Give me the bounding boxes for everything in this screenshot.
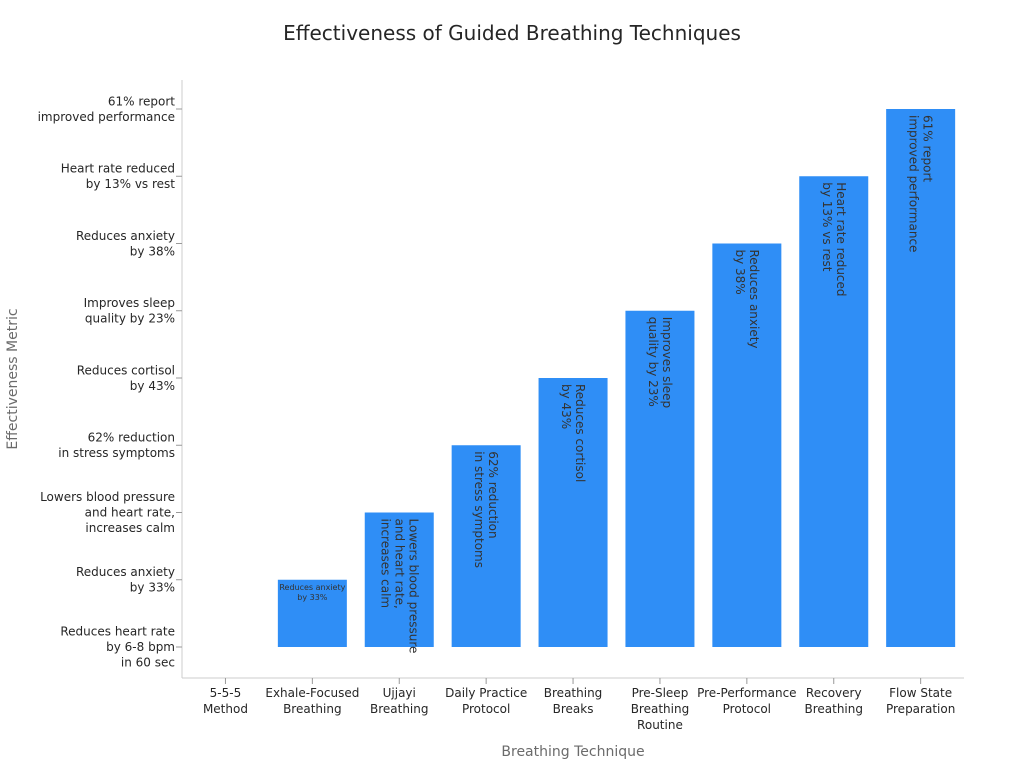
- y-tick-label: Improves sleep quality by 23%: [84, 296, 175, 326]
- bar: [277, 579, 347, 647]
- bar-data-label: Improves sleepquality by 23%: [646, 317, 674, 408]
- y-tick-label: Reduces cortisol by 43%: [77, 363, 175, 393]
- y-tick-label: Reduces heart rate by 6-8 bpm in 60 sec: [60, 625, 175, 670]
- x-tick-label: Ujjayi Breathing: [370, 686, 429, 716]
- y-axis-ticks: Reduces heart rate by 6-8 bpm in 60 sec Red…: [38, 94, 182, 670]
- bar-data-label: Reduces anxiety by 33%: [279, 583, 345, 602]
- x-tick-label: Pre-Performance Protocol: [697, 686, 796, 716]
- bar: [712, 243, 782, 647]
- y-tick-label: Reduces anxiety by 38%: [76, 229, 175, 259]
- bar: [538, 378, 608, 647]
- x-axis-title: Breathing Technique: [501, 744, 644, 760]
- x-tick-label: Recovery Breathing: [804, 686, 863, 716]
- y-tick-label: 61% report improved performance: [38, 94, 176, 124]
- bar-data-label: Lowers blood pressureand heart rate,incr…: [378, 519, 420, 654]
- x-tick-label: Flow State Preparation: [886, 686, 955, 716]
- x-tick-label: Pre-Sleep Breathing Routine: [631, 686, 690, 732]
- bar-data-label: Reduces anxietyby 38%: [733, 250, 761, 349]
- bar: [625, 310, 695, 647]
- x-tick-label: Exhale-Focused Breathing: [265, 686, 359, 716]
- bar: [886, 109, 956, 647]
- x-axis-ticks: 5-5-5 Method Exhale-Focused Breathing Ujjayi…: [203, 678, 955, 732]
- bar-data-label: 61% reportimproved performance: [907, 115, 935, 252]
- bar: [364, 512, 434, 647]
- x-tick-label: 5-5-5 Method: [203, 686, 248, 716]
- x-tick-label: Breathing Breaks: [544, 686, 603, 716]
- y-tick-label: Heart rate reduced by 13% vs rest: [61, 162, 176, 192]
- y-tick-label: Lowers blood pressure and heart rate, incr…: [40, 490, 175, 535]
- bar-data-label: Heart rate reducedby 13% vs rest: [820, 182, 848, 296]
- bar: [799, 176, 869, 647]
- x-tick-label: Daily Practice Protocol: [445, 686, 527, 716]
- y-tick-label: Reduces anxiety by 33%: [76, 565, 175, 595]
- bars: Reduces anxiety by 33% Lowers blood pressu…: [277, 109, 956, 654]
- chart-title: Effectiveness of Guided Breathing Techni…: [283, 21, 741, 45]
- bar-data-label: Reduces cortisolby 43%: [559, 384, 587, 482]
- y-tick-label: 62% reduction in stress symptoms: [58, 431, 175, 461]
- y-axis-title: Effectiveness Metric: [5, 308, 21, 449]
- bar: [451, 445, 521, 647]
- bar-data-label: 62% reductionin stress symptoms: [472, 451, 500, 568]
